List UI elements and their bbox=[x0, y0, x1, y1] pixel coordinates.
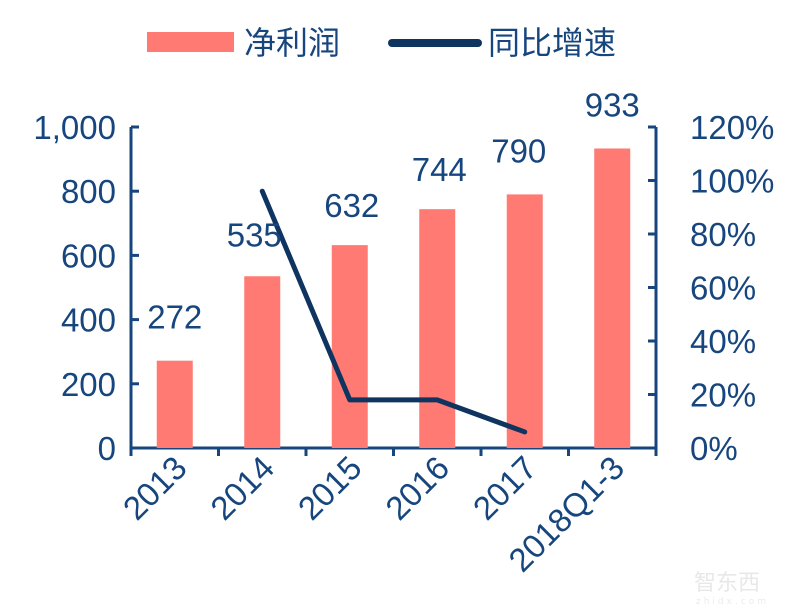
data-labels: 272 535 632 744 790 933 bbox=[147, 87, 640, 336]
bar-2018Q1-3 bbox=[594, 148, 631, 448]
right-axis-tick-label: 100% bbox=[690, 163, 774, 200]
right-axis-tick-label: 0% bbox=[690, 430, 738, 467]
bar-series bbox=[156, 148, 631, 448]
legend-line-label: 同比增速 bbox=[488, 24, 616, 62]
bar-value-label: 535 bbox=[227, 216, 282, 253]
legend: 净利润 同比增速 bbox=[147, 24, 616, 62]
right-axis: 0% 20% 40% 60% 80% 100% 120% bbox=[648, 109, 774, 467]
left-axis: 0 200 400 600 800 1,000 bbox=[33, 109, 139, 467]
bar-value-label: 632 bbox=[324, 187, 379, 224]
left-axis-tick-label: 1,000 bbox=[33, 109, 116, 146]
x-axis-category-label: 2014 bbox=[203, 449, 281, 527]
bar-2014 bbox=[244, 276, 281, 448]
growth-line bbox=[259, 188, 528, 435]
left-axis-tick-label: 0 bbox=[98, 430, 116, 467]
bar-2015 bbox=[331, 245, 368, 448]
line-series bbox=[259, 188, 528, 435]
bar-2017 bbox=[506, 194, 543, 448]
right-axis-tick-label: 120% bbox=[690, 109, 774, 146]
bar-value-label: 790 bbox=[491, 132, 546, 169]
left-axis-tick-label: 600 bbox=[61, 237, 116, 274]
x-axis-category-label: 2017 bbox=[466, 449, 544, 527]
x-axis-category-label: 2013 bbox=[116, 449, 194, 527]
watermark: 智东西 zhidx.com bbox=[694, 571, 769, 607]
bar-value-label: 272 bbox=[147, 299, 202, 336]
watermark-text: 智东西 bbox=[694, 571, 760, 596]
bar-value-label: 933 bbox=[585, 87, 640, 124]
legend-bar-label: 净利润 bbox=[244, 24, 340, 62]
left-axis-tick-label: 200 bbox=[61, 366, 116, 403]
left-axis-tick-label: 400 bbox=[61, 302, 116, 339]
bar-value-label: 744 bbox=[412, 151, 467, 188]
right-axis-tick-label: 60% bbox=[690, 270, 756, 307]
right-axis-tick-label: 80% bbox=[690, 216, 756, 253]
x-axis-category-label: 2016 bbox=[378, 449, 456, 527]
x-axis-category-label: 2015 bbox=[291, 449, 369, 527]
bar-2013 bbox=[156, 360, 193, 448]
legend-bar-swatch bbox=[147, 32, 234, 52]
right-axis-tick-label: 40% bbox=[690, 323, 756, 360]
watermark-sub: zhidx.com bbox=[696, 597, 769, 607]
bar-2016 bbox=[419, 209, 456, 448]
right-axis-tick-label: 20% bbox=[690, 377, 756, 414]
left-axis-tick-label: 800 bbox=[61, 173, 116, 210]
